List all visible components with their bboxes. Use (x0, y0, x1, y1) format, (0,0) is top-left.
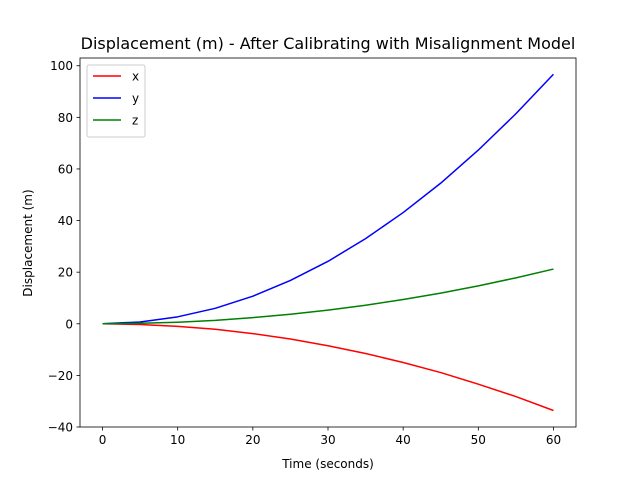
legend-box (86, 64, 146, 138)
y-tick-label: 80 (58, 111, 73, 125)
plot-area (102, 73, 554, 412)
x-tick-label: 10 (170, 433, 185, 447)
legend-label-x: x (132, 70, 139, 84)
axes-frame (79, 57, 577, 428)
series-line-y (102, 73, 554, 325)
x-tick-label: 40 (396, 433, 411, 447)
x-tick-label: 60 (546, 433, 561, 447)
series-line-z (102, 268, 554, 325)
legend-label-y: y (132, 92, 139, 106)
y-tick-label: −20 (48, 369, 73, 383)
series-line-x (102, 323, 554, 412)
legend: xyz (86, 64, 146, 138)
x-tick-label: 0 (99, 433, 107, 447)
y-tick-label: 100 (50, 59, 73, 73)
x-tick-label: 50 (471, 433, 486, 447)
y-tick-label: 60 (58, 162, 73, 176)
chart-title: Displacement (m) - After Calibrating wit… (81, 34, 576, 53)
y-tick-label: 0 (65, 317, 73, 331)
x-tick-label: 30 (320, 433, 335, 447)
y-tick-label: −40 (48, 421, 73, 435)
x-axis-label: Time (seconds) (281, 457, 374, 471)
y-axis-label: Displacement (m) (21, 189, 35, 296)
y-tick-label: 20 (58, 266, 73, 280)
axes: 0 10 20 30 40 50 60 −40 −20 0 20 40 60 80 100 (48, 57, 577, 447)
x-tick-label: 20 (245, 433, 260, 447)
legend-label-z: z (132, 114, 138, 128)
y-tick-label: 40 (58, 214, 73, 228)
